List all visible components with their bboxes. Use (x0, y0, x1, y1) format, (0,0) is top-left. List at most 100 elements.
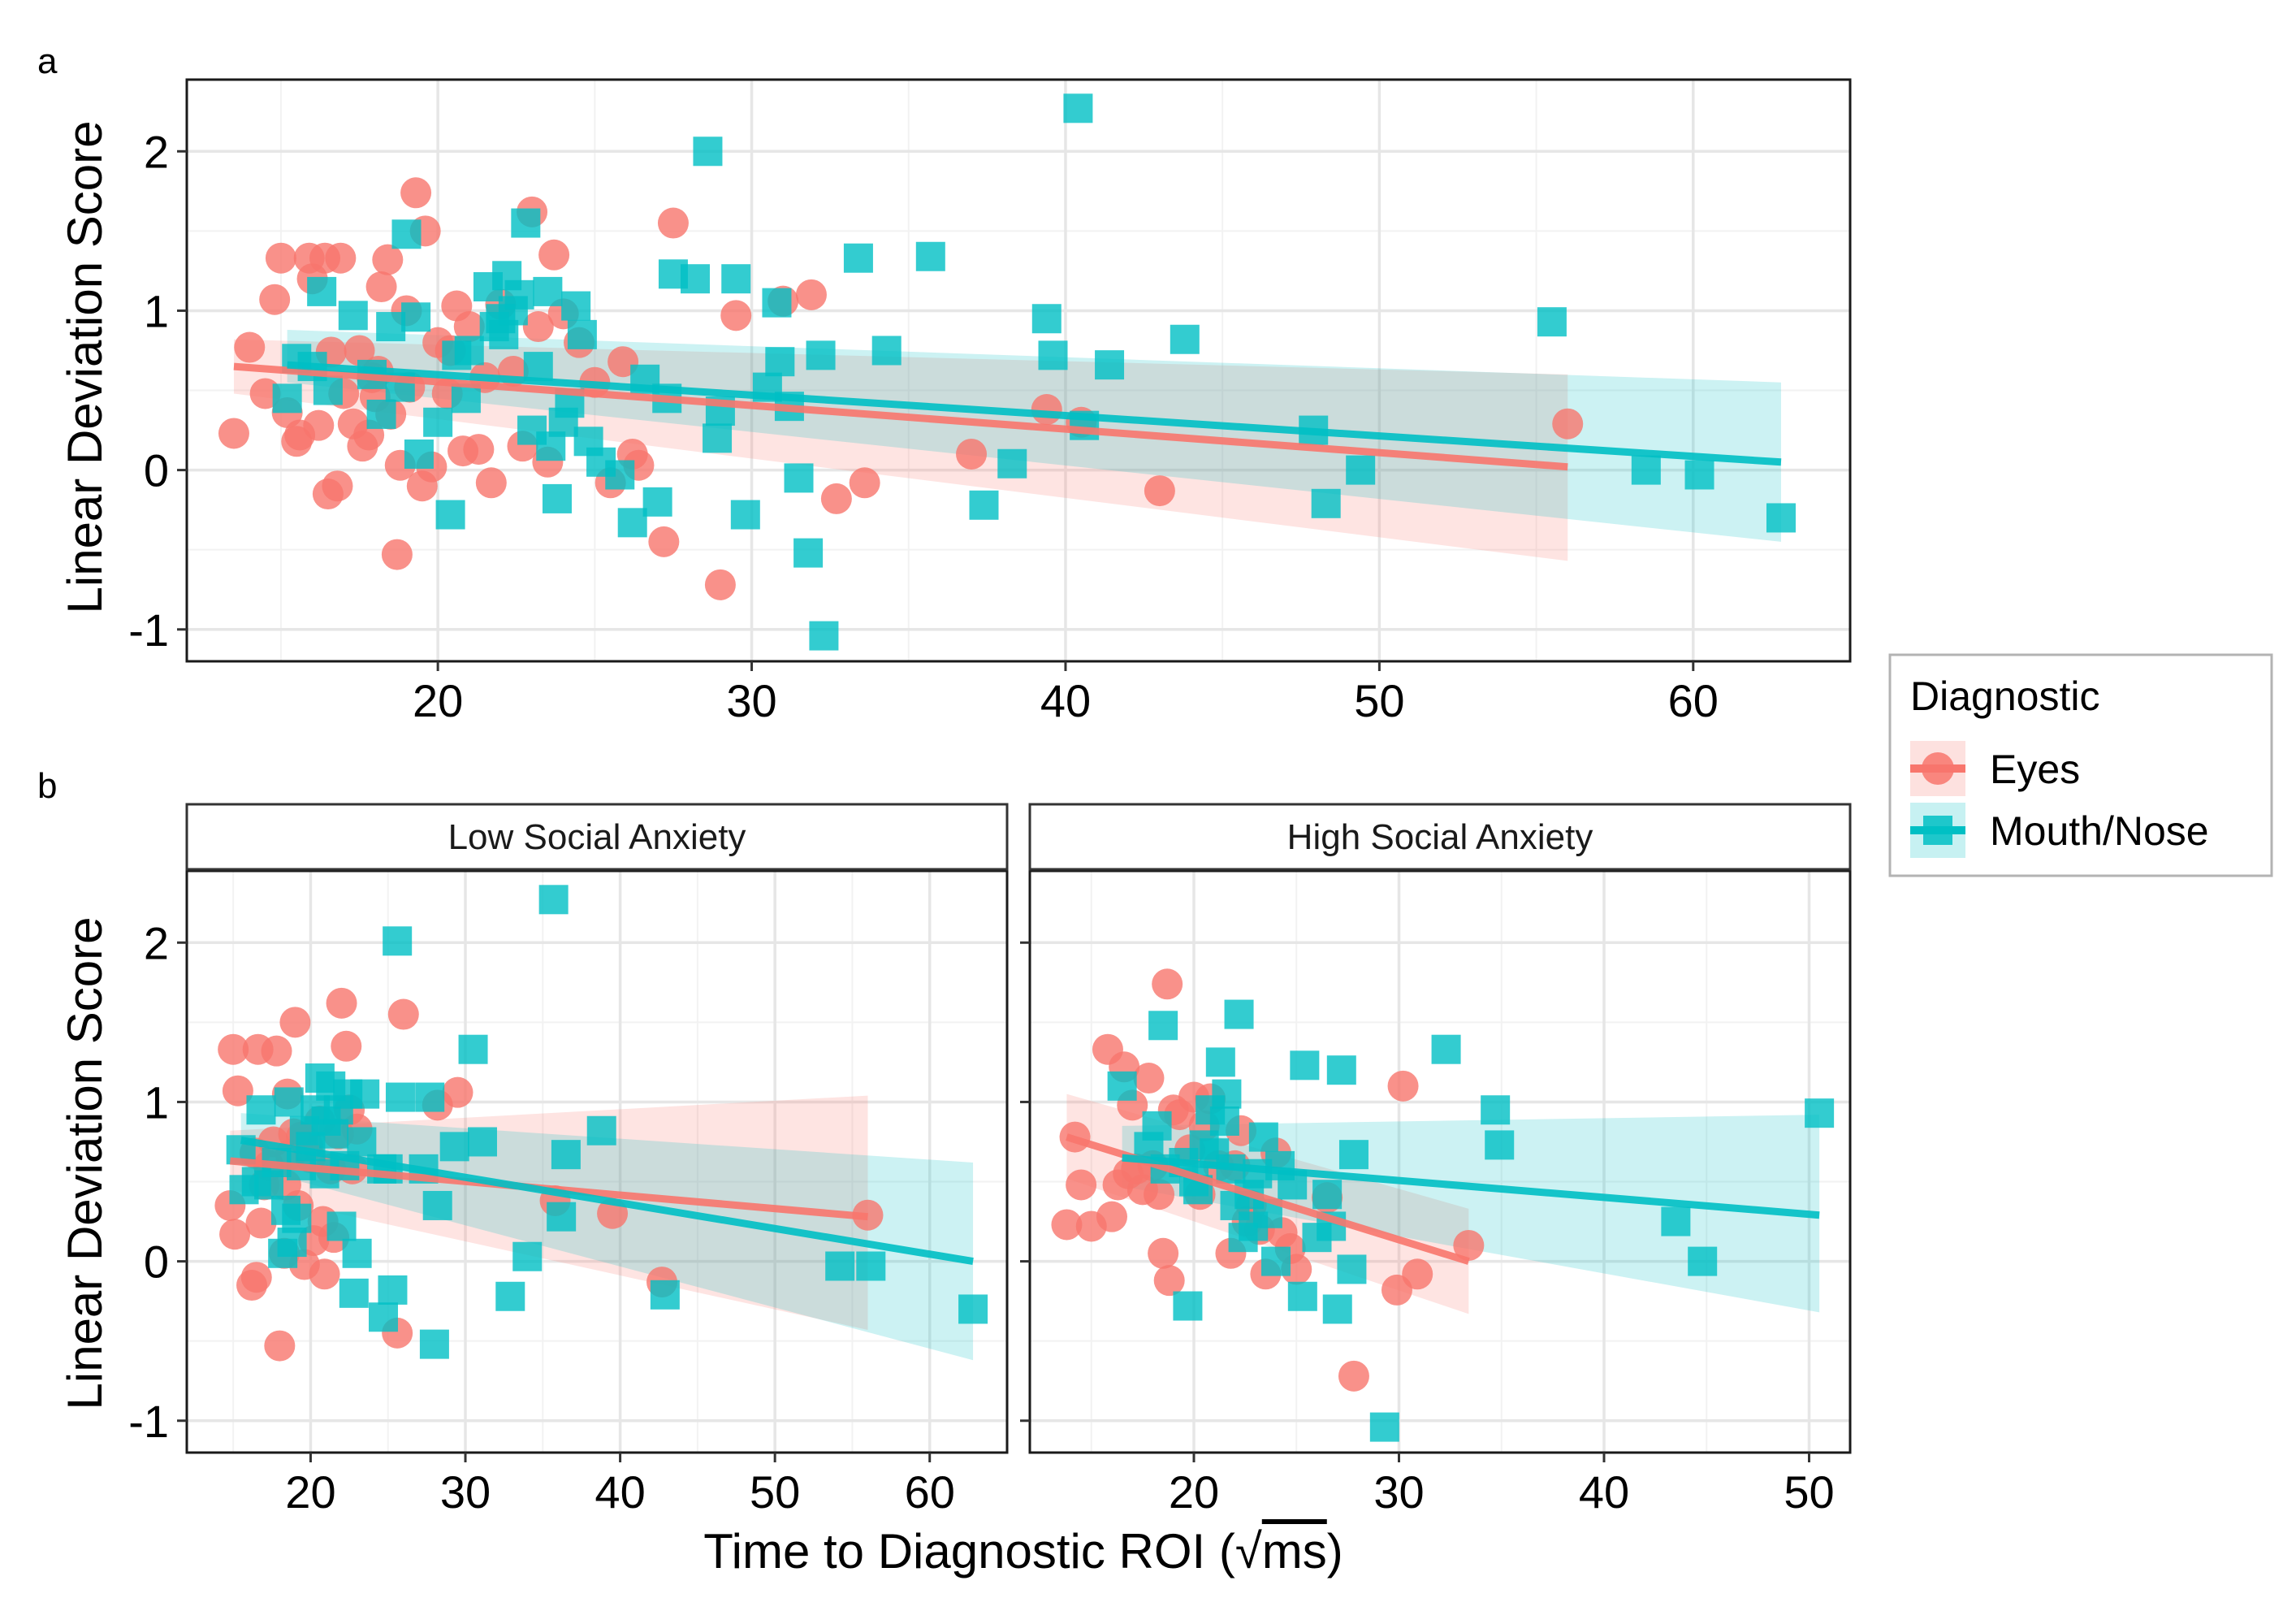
b-high-point-mouth-nose (1261, 1246, 1291, 1276)
b-low-point-mouth-nose (547, 1202, 577, 1232)
b-low-point-eyes (240, 1262, 272, 1293)
a-point-mouth-nose (1170, 324, 1200, 354)
b-low-point-mouth-nose (378, 1275, 408, 1305)
a-point-mouth-nose (435, 500, 465, 530)
b-low-point-mouth-nose (439, 1132, 469, 1162)
b-low-point-mouth-nose (958, 1294, 988, 1324)
legend-label-mouth-nose: Mouth/Nose (1990, 808, 2209, 854)
b-high-point-mouth-nose (1290, 1050, 1320, 1081)
a-point-mouth-nose (680, 264, 710, 294)
b-high-point-eyes (1051, 1209, 1083, 1241)
a-point-mouth-nose (504, 279, 534, 310)
b-high-point-mouth-nose (1337, 1254, 1367, 1284)
a-plot-border (185, 78, 1852, 663)
b-high-x-tick-label: 30 (1373, 1466, 1424, 1518)
panel-b-label: b (37, 766, 57, 806)
a-point-eyes (849, 467, 880, 499)
a-point-mouth-nose (307, 276, 337, 306)
a-point-mouth-nose (451, 383, 481, 414)
b-low-point-mouth-nose (350, 1079, 380, 1109)
b-high-x-tick-label: 40 (1579, 1466, 1629, 1518)
a-fit-line-eyes (233, 362, 1568, 471)
a-point-mouth-nose (533, 276, 563, 306)
b-low-point-eyes (442, 1076, 473, 1108)
a-point-eyes (475, 467, 507, 499)
b-low-point-mouth-nose (650, 1280, 680, 1310)
b-high-point-mouth-nose (1224, 999, 1254, 1029)
strip-low: Low Social Anxiety (185, 803, 1009, 871)
a-point-mouth-nose (642, 487, 672, 517)
a-point-eyes (538, 239, 570, 271)
a-point-mouth-nose (391, 219, 422, 249)
a-point-mouth-nose (454, 336, 484, 366)
a-point-eyes (463, 434, 495, 466)
b-high-x-tick-label: 50 (1784, 1466, 1834, 1518)
b-low-point-eyes (218, 1033, 249, 1065)
b-high-x-tick-label: 20 (1169, 1466, 1219, 1518)
panel-a: 20 30 40 50 60 -1 0 1 2 (128, 78, 1852, 726)
a-point-mouth-nose (1537, 307, 1567, 337)
a-point-mouth-nose (313, 375, 343, 405)
a-point-eyes (303, 409, 335, 441)
a-point-mouth-nose (511, 208, 541, 238)
b-high-point-mouth-nose (1431, 1034, 1461, 1064)
b-low-x-tick-label: 20 (285, 1466, 335, 1518)
b-high-point-mouth-nose (1173, 1291, 1203, 1321)
a-point-mouth-nose (1346, 455, 1376, 485)
b-high-point-eyes (1144, 1179, 1175, 1210)
b-high-point-mouth-nose (1212, 1079, 1242, 1109)
a-ci-ribbon-mouth-nose (287, 329, 1781, 542)
b-high-point-eyes (1153, 1265, 1185, 1297)
b-low-point-mouth-nose (512, 1241, 543, 1271)
a-point-mouth-nose (423, 407, 453, 437)
x-axis-label: Time to Diagnostic ROI (√ms) (703, 1524, 1343, 1579)
b-high-point-mouth-nose (1485, 1130, 1515, 1160)
a-x-tick-label: 30 (726, 675, 776, 726)
a-point-eyes (265, 242, 296, 274)
a-y-tick-label: -1 (128, 604, 169, 656)
a-point-mouth-nose (617, 508, 647, 538)
b-high-point-eyes (1133, 1063, 1165, 1094)
b-high-point-eyes (1148, 1237, 1179, 1269)
b-low-point-mouth-nose (347, 1127, 377, 1157)
b-low-point-eyes (387, 998, 419, 1030)
x-axis-label-sqrt: √ (1235, 1524, 1262, 1579)
a-point-mouth-nose (915, 241, 945, 271)
a-point-eyes (453, 311, 485, 343)
a-point-mouth-nose (703, 423, 733, 453)
a-point-mouth-nose (843, 243, 873, 273)
b-high-point-mouth-nose (1338, 1140, 1369, 1170)
a-point-eyes (648, 526, 680, 557)
b-high-ci-ribbon-mouth-nose (1122, 1115, 1820, 1313)
b-high-point-mouth-nose (1142, 1111, 1172, 1141)
b-high-point-mouth-nose (1205, 1047, 1235, 1077)
b-low-point-eyes (326, 987, 357, 1019)
b-low-point-mouth-nose (856, 1251, 886, 1281)
x-axis-label-text: Time to Diagnostic ROI ( (703, 1524, 1235, 1579)
a-point-eyes (365, 271, 397, 303)
b-low-point-mouth-nose (326, 1211, 357, 1241)
a-point-mouth-nose (762, 288, 792, 318)
b-high-point-eyes (1096, 1201, 1127, 1232)
a-point-eyes (325, 242, 357, 274)
a-point-mouth-nose (404, 439, 434, 469)
b-low-point-mouth-nose (369, 1302, 399, 1332)
a-point-mouth-nose (376, 312, 406, 342)
a-point-mouth-nose (605, 460, 635, 490)
a-point-mouth-nose (784, 463, 814, 493)
a-x-tick-label: 60 (1668, 675, 1719, 726)
b-low-plot-border (185, 869, 1009, 1454)
b-low-point-eyes (264, 1330, 296, 1362)
b-high-point-mouth-nose (1107, 1071, 1137, 1101)
a-point-eyes (344, 335, 375, 366)
b-low-fit-line-mouth-nose (240, 1137, 974, 1266)
b-low-point-mouth-nose (246, 1095, 276, 1125)
a-point-mouth-nose (272, 383, 302, 414)
a-point-mouth-nose (693, 136, 723, 167)
b-low-point-eyes (219, 1219, 251, 1250)
a-point-eyes (218, 418, 249, 449)
b-high-point-mouth-nose (1248, 1122, 1278, 1152)
b-low-point-mouth-nose (383, 926, 413, 956)
a-point-eyes (657, 207, 689, 239)
a-point-mouth-nose (542, 483, 572, 513)
